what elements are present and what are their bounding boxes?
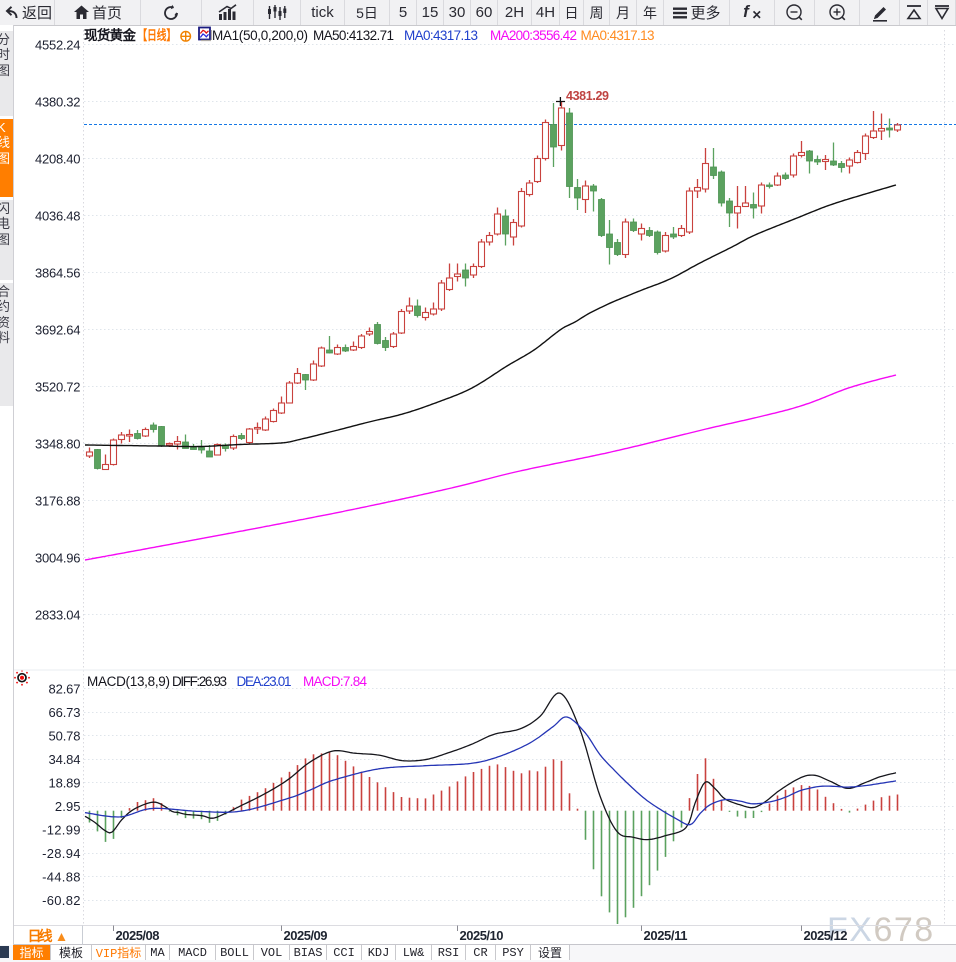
svg-text:2025/10: 2025/10 <box>460 928 504 943</box>
svg-text:2833.04: 2833.04 <box>35 607 81 622</box>
svg-text:3004.96: 3004.96 <box>35 550 81 565</box>
svg-text:MA1(50,0,200,0): MA1(50,0,200,0) <box>212 28 308 43</box>
svg-text:3176.88: 3176.88 <box>35 493 81 508</box>
svg-text:50.78: 50.78 <box>49 729 81 744</box>
svg-text:-28.94: -28.94 <box>42 846 80 861</box>
svg-text:MACD(13,8,9): MACD(13,8,9) <box>87 674 170 689</box>
svg-text:3348.80: 3348.80 <box>35 436 81 451</box>
svg-text:18.89: 18.89 <box>49 776 81 791</box>
svg-text:MA200:3556.42: MA200:3556.42 <box>490 28 577 43</box>
svg-text:3692.64: 3692.64 <box>35 322 81 337</box>
svg-text:3520.72: 3520.72 <box>35 379 81 394</box>
svg-text:4381.29: 4381.29 <box>566 89 609 103</box>
svg-text:MA0:4317.13: MA0:4317.13 <box>581 28 655 43</box>
svg-text:-44.88: -44.88 <box>42 870 80 885</box>
svg-text:34.84: 34.84 <box>49 752 81 767</box>
svg-text:3864.56: 3864.56 <box>35 265 81 280</box>
svg-text:4036.48: 4036.48 <box>35 208 81 223</box>
svg-text:FX678: FX678 <box>827 911 935 949</box>
svg-text:MA50:4132.71: MA50:4132.71 <box>313 28 394 43</box>
svg-text:DEA:23.01: DEA:23.01 <box>237 674 292 689</box>
svg-text:2.95: 2.95 <box>55 799 81 814</box>
svg-text:日线: 日线 <box>28 928 53 944</box>
svg-text:现货黄金: 现货黄金 <box>84 27 137 43</box>
svg-text:4208.40: 4208.40 <box>35 151 81 166</box>
svg-text:66.73: 66.73 <box>49 705 81 720</box>
svg-text:2025/12: 2025/12 <box>804 928 848 943</box>
svg-text:2025/11: 2025/11 <box>644 928 688 943</box>
svg-text:82.67: 82.67 <box>49 682 81 697</box>
svg-text:2025/08: 2025/08 <box>116 928 160 943</box>
svg-text:MA0:4317.13: MA0:4317.13 <box>404 28 478 43</box>
svg-text:4552.24: 4552.24 <box>35 37 81 52</box>
svg-text:-60.82: -60.82 <box>42 893 80 908</box>
svg-text:4380.32: 4380.32 <box>35 94 81 109</box>
svg-text:MACD:7.84: MACD:7.84 <box>303 674 367 689</box>
svg-text:-12.99: -12.99 <box>42 823 80 838</box>
svg-text:【日线】: 【日线】 <box>138 27 177 43</box>
svg-text:2025/09: 2025/09 <box>284 928 328 943</box>
svg-text:DIFF:26.93: DIFF:26.93 <box>172 674 227 689</box>
